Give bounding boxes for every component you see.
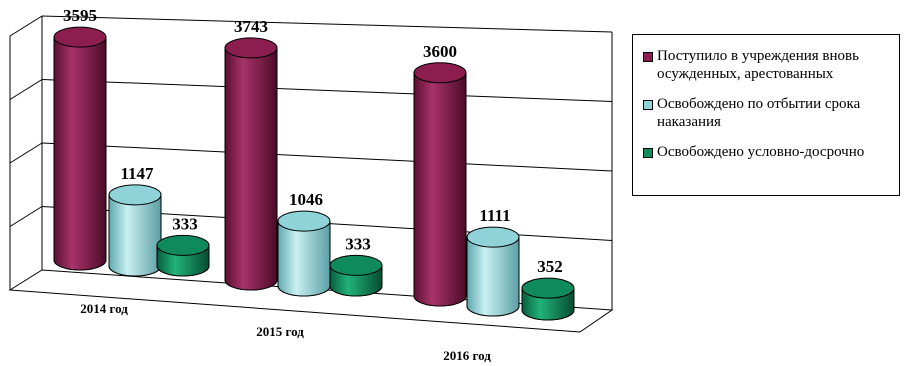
bar-top: [277, 210, 331, 232]
bar-cylinder: [521, 277, 575, 321]
bar-top: [53, 26, 107, 48]
bar-cylinder: [53, 26, 107, 271]
gridline-side: [9, 142, 43, 164]
bar-top: [108, 184, 162, 206]
bar-cylinder: [108, 184, 162, 277]
legend-item: Освобождено условно-досрочно: [643, 143, 893, 161]
category-label: 2015 год: [256, 324, 304, 339]
bar-top: [156, 234, 210, 256]
bar-top: [413, 62, 467, 84]
category-label: 2016 год: [443, 348, 491, 363]
value-label: 1147: [120, 164, 154, 183]
back-wall-top-edge: [41, 15, 613, 33]
category-label: 2014 год: [80, 301, 128, 316]
bars: [53, 26, 575, 321]
bar-cylinder: [413, 62, 467, 307]
bar-cylinder: [329, 254, 383, 297]
gridline-side: [9, 206, 43, 227]
legend-item: Освобождено по отбытии срока наказания: [643, 95, 893, 131]
value-label: 3743: [234, 17, 268, 36]
left-wall-edge: [9, 15, 43, 290]
bar-cylinder: [466, 226, 520, 317]
gridline: [41, 79, 613, 102]
bar-top: [521, 277, 575, 299]
legend-swatch-icon: [643, 52, 653, 62]
bar-body: [224, 47, 278, 291]
bar-cylinder: [156, 234, 210, 277]
legend-swatch-icon: [643, 148, 653, 158]
value-label: 3595: [63, 6, 97, 25]
legend-label: Поступило в учреждения вновь осужденных,…: [657, 48, 859, 82]
legend-item: Поступило в учреждения вновь осужденных,…: [643, 47, 893, 83]
bar-body: [108, 194, 162, 277]
legend-swatch-icon: [643, 100, 653, 110]
value-label: 333: [345, 234, 371, 253]
bar-top: [466, 226, 520, 248]
legend-label: Освобождено условно-досрочно: [657, 144, 865, 160]
value-labels: 3595 1147 333 3743 1046 333 3600 1111 352: [63, 6, 563, 276]
bar-body: [413, 72, 467, 307]
legend-label: Освобождено по отбытии срока наказания: [657, 96, 861, 130]
value-label: 1046: [289, 190, 323, 209]
bar-body: [277, 220, 331, 297]
value-label: 1111: [479, 206, 510, 225]
bar-cylinder: [224, 37, 278, 291]
bar-cylinder: [277, 210, 331, 297]
bar-body: [466, 236, 520, 317]
category-labels: 2014 год 2015 год 2016 год: [80, 301, 491, 363]
bar-top: [329, 254, 383, 276]
legend: Поступило в учреждения вновь осужденных,…: [632, 34, 900, 196]
value-label: 3600: [423, 42, 457, 61]
gridline: [41, 142, 613, 172]
gridline-side: [9, 79, 43, 100]
value-label: 352: [537, 257, 563, 276]
value-label: 333: [172, 214, 198, 233]
bar-top: [224, 37, 278, 59]
bar-body: [53, 36, 107, 271]
